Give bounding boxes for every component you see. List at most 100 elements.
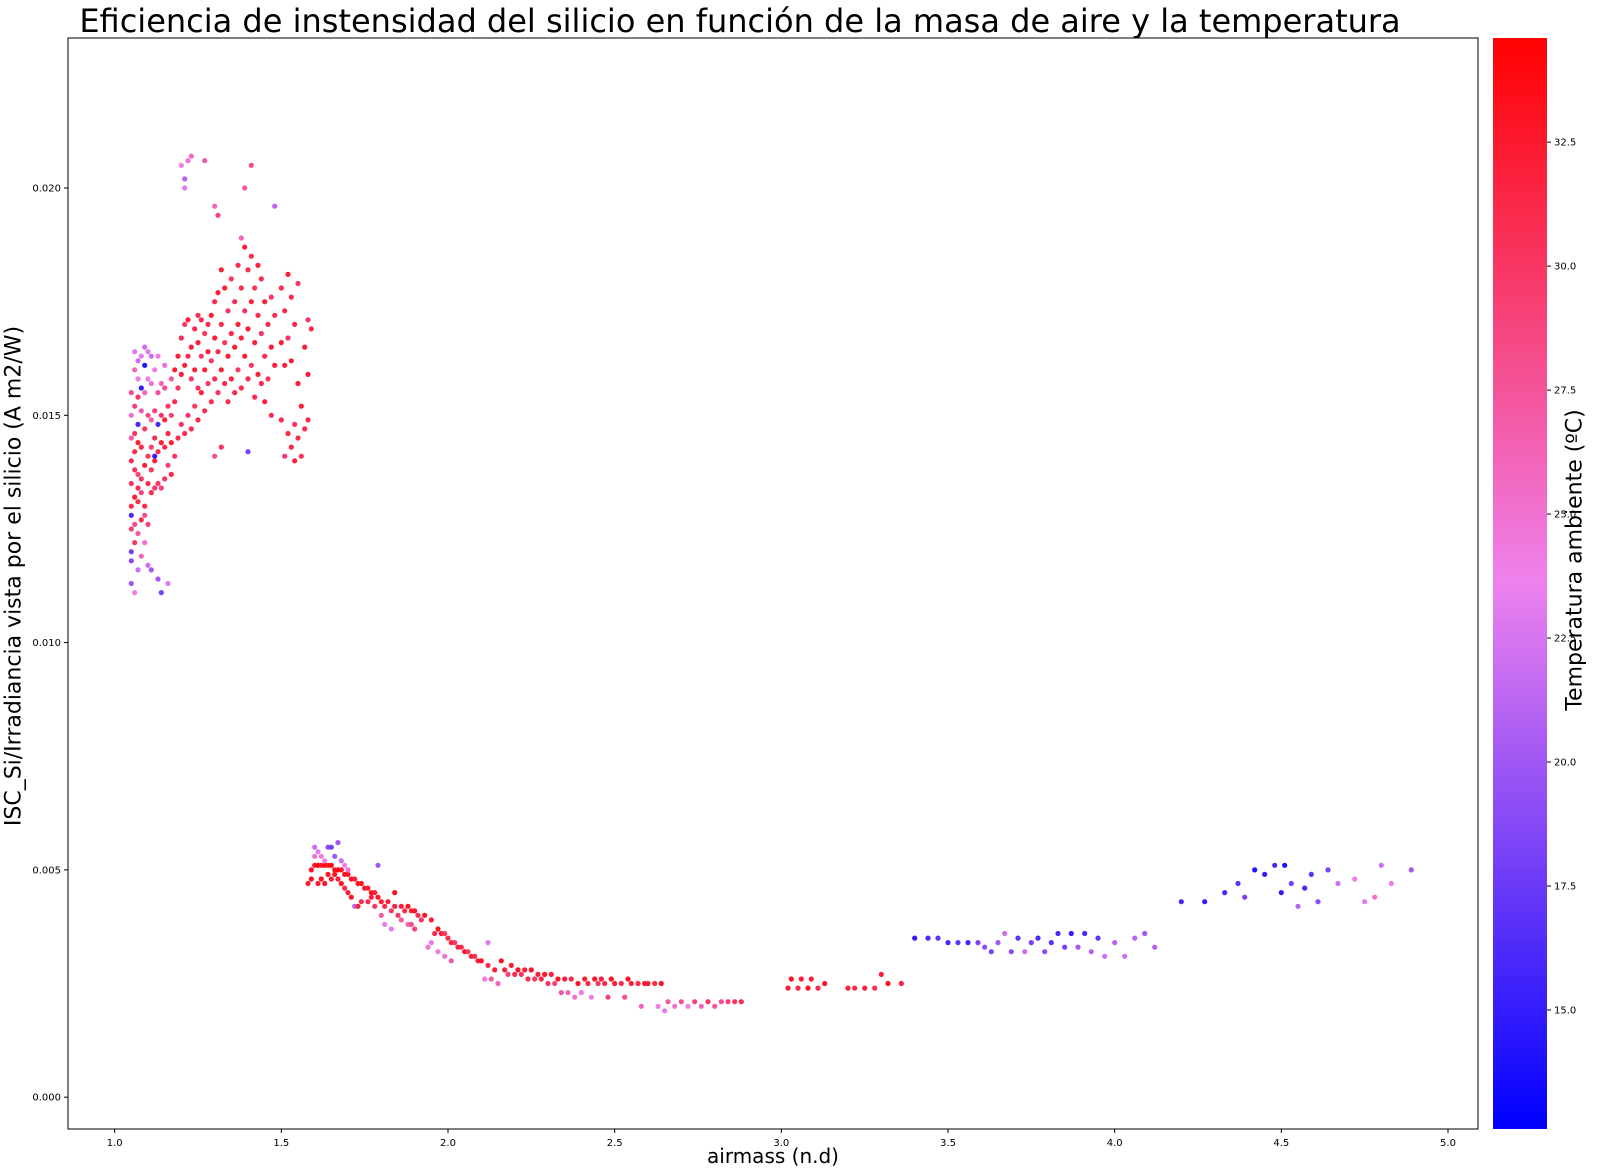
scatter-point — [298, 403, 304, 409]
scatter-point — [258, 330, 264, 337]
scatter-point — [1015, 935, 1021, 941]
scatter-point — [295, 280, 301, 287]
scatter-point — [845, 985, 851, 991]
scatter-point — [672, 1003, 678, 1009]
scatter-point — [368, 894, 374, 900]
scatter-point — [515, 967, 521, 973]
scatter-point — [705, 999, 711, 1005]
scatter-point — [692, 999, 698, 1005]
scatter-point — [188, 376, 194, 382]
scatter-point — [132, 449, 138, 455]
scatter-point — [268, 412, 274, 418]
scatter-point — [1062, 944, 1068, 950]
scatter-point — [198, 353, 204, 359]
scatter-point — [172, 453, 178, 459]
scatter-point — [712, 1003, 718, 1009]
scatter-point — [288, 444, 294, 450]
scatter-point — [218, 267, 224, 273]
scatter-point — [505, 971, 511, 978]
y-tick-label: 0.015 — [32, 411, 61, 422]
scatter-point — [198, 390, 204, 396]
scatter-point — [655, 1003, 661, 1009]
scatter-point — [572, 994, 578, 1000]
scatter-point — [628, 980, 634, 987]
scatter-point — [1048, 940, 1054, 946]
scatter-point — [165, 580, 171, 587]
scatter-point — [168, 412, 174, 418]
scatter-point — [1178, 899, 1184, 905]
scatter-point — [182, 176, 188, 182]
scatter-point — [128, 558, 134, 564]
scatter-point — [288, 294, 294, 300]
scatter-point — [512, 971, 518, 978]
scatter-point — [662, 1008, 668, 1014]
scatter-point — [488, 976, 494, 982]
scatter-point — [225, 353, 231, 359]
scatter-point — [525, 976, 531, 982]
scatter-point — [412, 926, 418, 932]
scatter-point — [1352, 876, 1358, 882]
scatter-point — [338, 867, 344, 873]
scatter-point — [1252, 867, 1258, 873]
scatter-point — [308, 876, 314, 882]
scatter-point — [235, 367, 241, 373]
y-tick-label: 0.010 — [32, 638, 61, 649]
scatter-point — [1272, 862, 1278, 868]
scatter-point — [965, 940, 971, 946]
scatter-point — [138, 476, 144, 482]
scatter-point — [292, 421, 298, 427]
scatter-point — [1132, 935, 1138, 941]
scatter-point — [195, 340, 201, 346]
scatter-point — [182, 185, 188, 191]
scatter-point — [555, 976, 561, 982]
scatter-point — [1028, 940, 1034, 946]
scatter-point — [242, 244, 248, 250]
scatter-point — [1088, 949, 1094, 955]
scatter-point — [798, 976, 804, 982]
scatter-point — [148, 380, 154, 387]
scatter-point — [1372, 894, 1378, 900]
scatter-point — [135, 376, 141, 382]
scatter-point — [158, 485, 164, 491]
scatter-point — [268, 294, 274, 300]
scatter-point — [242, 353, 248, 359]
scatter-point — [202, 158, 208, 164]
scatter-point — [238, 285, 244, 291]
scatter-point — [402, 908, 408, 914]
scatter-point — [148, 467, 154, 473]
scatter-point — [128, 503, 134, 509]
scatter-point — [1235, 880, 1241, 887]
scatter-point — [138, 353, 144, 359]
scatter-point — [292, 458, 298, 464]
scatter-point — [312, 844, 318, 850]
scatter-point — [248, 162, 254, 168]
scatter-point — [988, 949, 994, 955]
scatter-point — [265, 376, 271, 382]
scatter-point — [452, 940, 458, 946]
scatter-point — [178, 335, 184, 341]
scatter-point — [195, 312, 201, 318]
y-axis: 0.000 0.005 0.010 0.015 0.020 — [32, 184, 68, 1104]
scatter-point — [945, 940, 951, 946]
scatter-point — [132, 403, 138, 409]
scatter-point — [232, 344, 238, 350]
scatter-point — [502, 967, 508, 973]
scatter-point — [738, 999, 744, 1005]
scatter-point — [665, 999, 671, 1005]
scatter-point — [365, 885, 371, 891]
x-tick-label: 3.5 — [940, 1138, 956, 1149]
scatter-point — [252, 285, 258, 291]
scatter-point — [175, 353, 181, 359]
scatter-point — [1222, 890, 1228, 896]
scatter-point — [1335, 880, 1341, 887]
scatter-point — [245, 449, 251, 455]
scatter-point — [272, 312, 278, 318]
colorbar-tick-label: 27.5 — [1554, 386, 1576, 397]
scatter-point — [435, 926, 441, 932]
scatter-point — [325, 871, 331, 878]
scatter-point — [132, 540, 138, 546]
scatter-point — [685, 1003, 691, 1009]
scatter-point — [788, 976, 794, 982]
scatter-point — [162, 476, 168, 482]
scatter-point — [212, 453, 218, 459]
